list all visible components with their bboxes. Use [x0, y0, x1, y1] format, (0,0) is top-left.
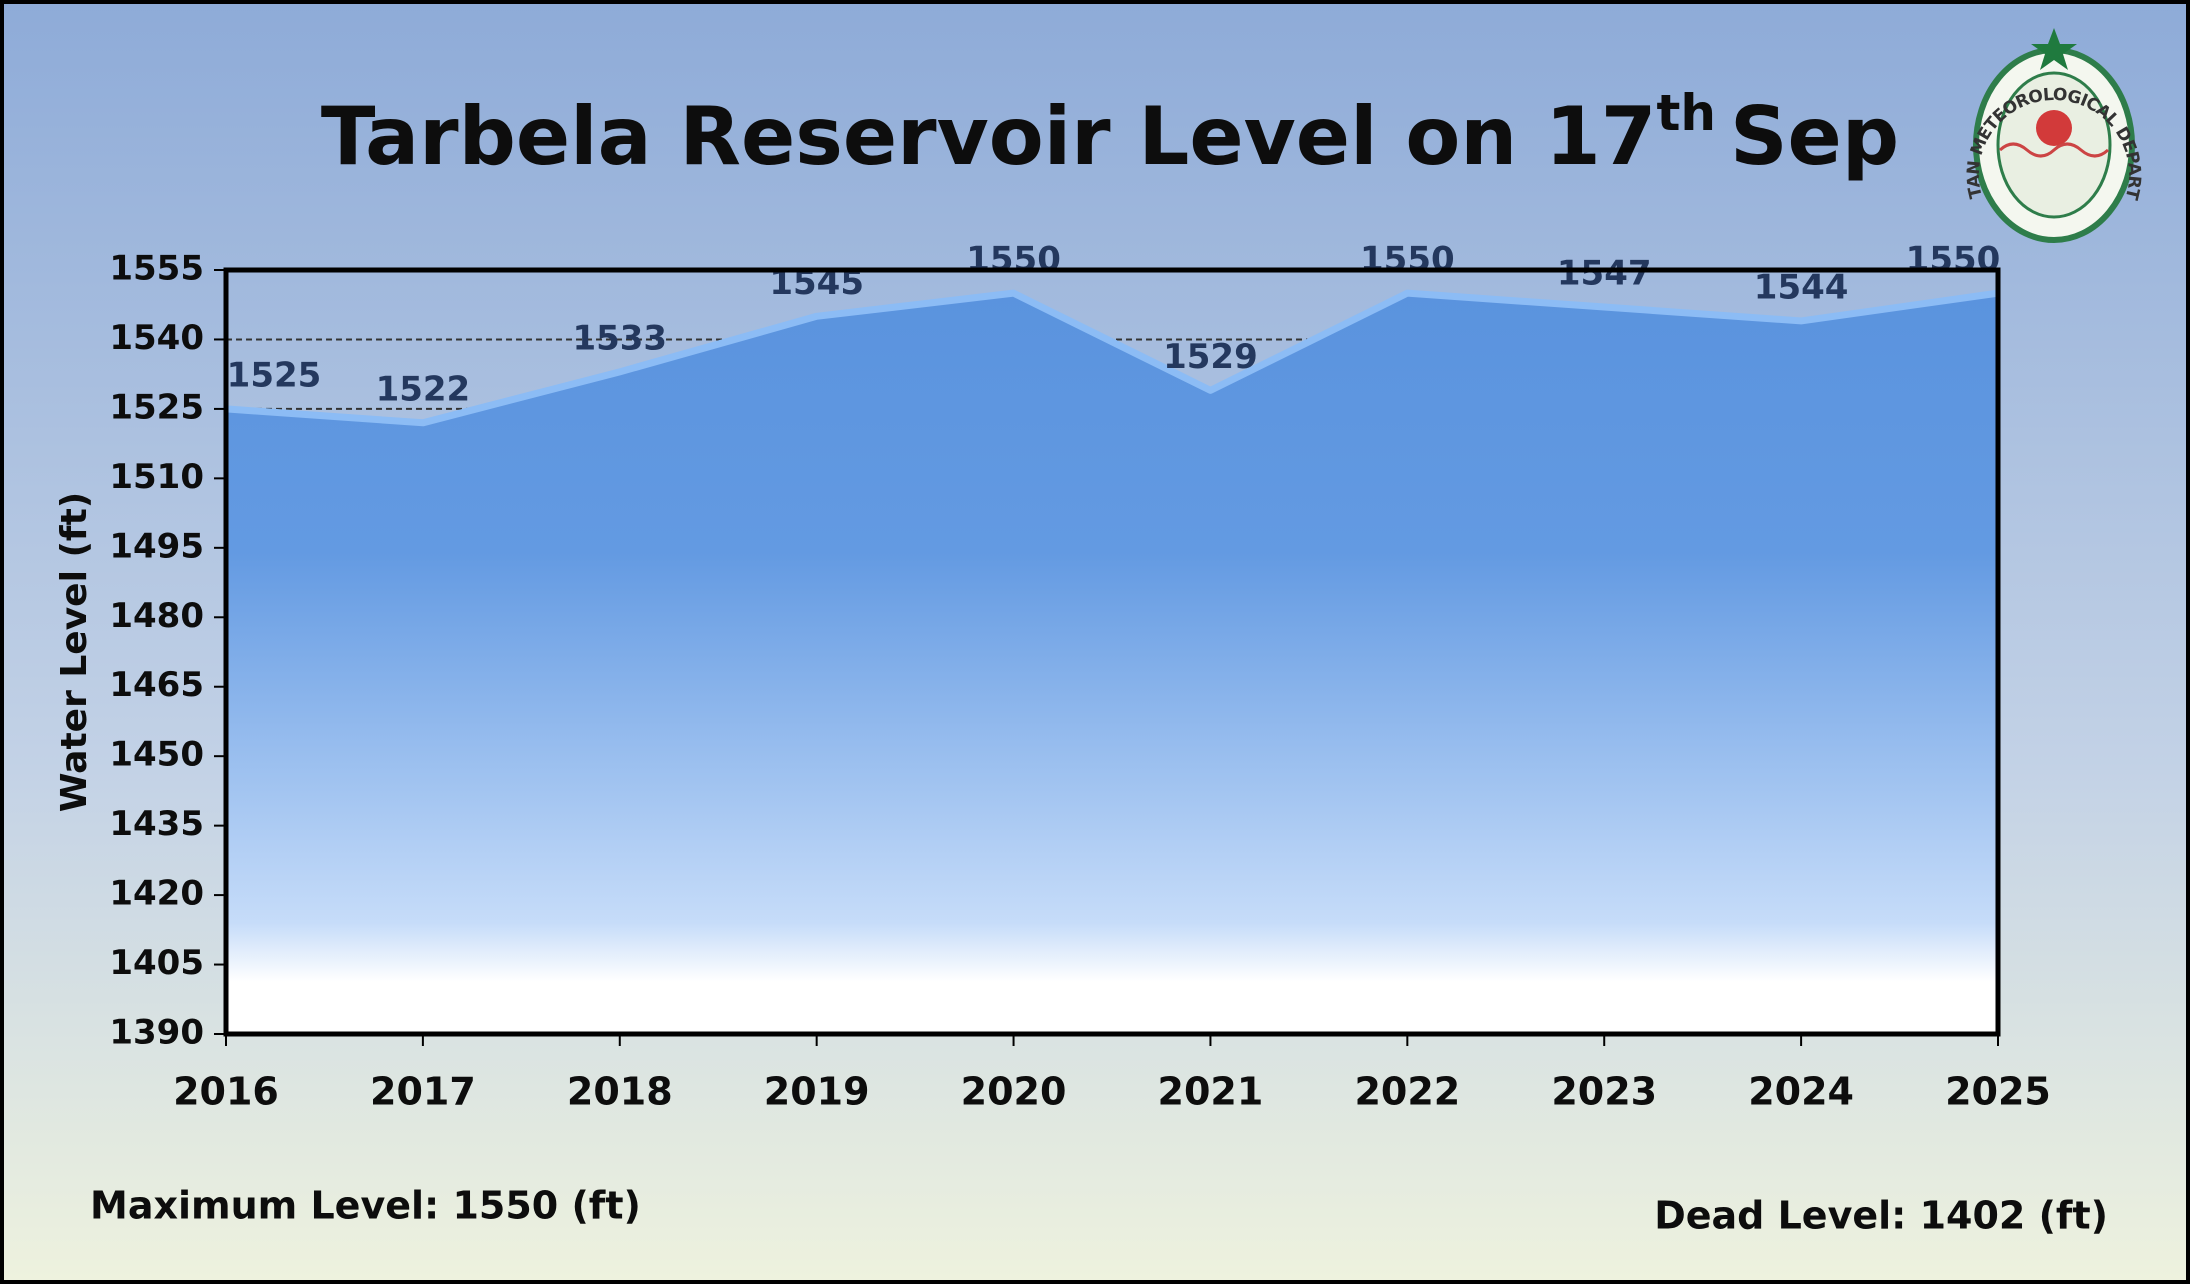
title-superscript: th: [1656, 84, 1716, 142]
data-label: 1533: [572, 318, 667, 358]
data-label: 1550: [966, 240, 1061, 280]
annotation: Dead Level: 1402 (ft): [1654, 1194, 2108, 1238]
y-tick-label: 1465: [109, 665, 204, 705]
title-main: Tarbela Reservoir Level on 17: [321, 90, 1657, 183]
x-tick-label: 2025: [1945, 1070, 2051, 1114]
annotation: Maximum Level: 1550 (ft): [90, 1184, 641, 1228]
plot-frame: [223, 267, 2001, 1037]
chart-title: Tarbela Reservoir Level on 17th Sep: [321, 84, 1899, 183]
y-tick-label: 1525: [109, 387, 204, 427]
y-tick-label: 1480: [109, 596, 204, 636]
x-tick-label: 2021: [1158, 1070, 1264, 1114]
y-tick-label: 1420: [109, 874, 204, 914]
x-tick-label: 2017: [370, 1070, 476, 1114]
y-tick-label: 1435: [109, 804, 204, 844]
x-tick-label: 2019: [764, 1070, 870, 1114]
title-end: Sep: [1730, 90, 1899, 183]
x-tick-label: 2022: [1354, 1070, 1460, 1114]
x-tick-label: 2018: [567, 1070, 673, 1114]
data-label: 1529: [1163, 337, 1258, 377]
y-tick-label: 1405: [109, 943, 204, 983]
data-label: 1550: [1906, 240, 2001, 280]
x-tick-label: 2023: [1551, 1070, 1657, 1114]
data-label: 1547: [1557, 254, 1652, 294]
y-tick-label: 1510: [109, 457, 204, 497]
y-tick-label: 1495: [109, 526, 204, 566]
y-tick-label: 1540: [109, 318, 204, 358]
y-tick-label: 1390: [109, 1013, 204, 1053]
y-tick-label: 1450: [109, 735, 204, 775]
y-axis-label: Water Level (ft): [54, 492, 95, 813]
data-label: 1522: [376, 369, 471, 409]
data-label: 1550: [1360, 240, 1455, 280]
x-tick-label: 2016: [173, 1070, 279, 1114]
y-tick-label: 1555: [109, 249, 204, 289]
area: [226, 293, 1998, 1035]
data-label: 1525: [227, 355, 322, 395]
data-label: 1544: [1754, 267, 1849, 307]
x-tick-label: 2020: [961, 1070, 1067, 1114]
x-tick-label: 2024: [1748, 1070, 1854, 1114]
area-edge: [225, 289, 1999, 427]
